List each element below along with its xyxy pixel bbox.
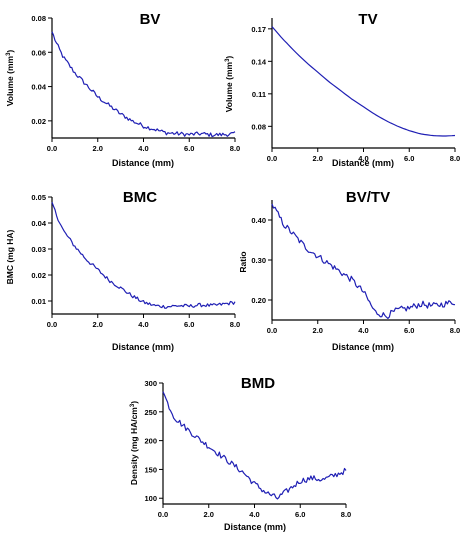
x-tick-label: 2.0 [93,144,103,153]
x-tick-label: 6.0 [184,144,194,153]
y-axis-label: Ratio [238,251,248,272]
y-tick-label: 0.17 [251,25,266,34]
x-tick-label: 0.0 [267,326,277,335]
chart-title: BV/TV [346,189,390,206]
x-axis-label: Distance (mm) [332,158,394,168]
x-tick-label: 0.0 [267,154,277,163]
y-tick-label: 100 [144,494,157,503]
series-line [271,26,456,137]
y-tick-label: 300 [144,379,157,388]
y-tick-label: 0.08 [251,122,266,131]
x-tick-label: 8.0 [341,510,351,519]
x-tick-label: 4.0 [138,320,148,329]
y-tick-label: 0.08 [31,14,46,23]
y-axis-label: Volume (mm3) [5,50,15,107]
y-axis-label: Density (mg HA/cm3) [129,401,139,485]
panel-tv: TV Distance (mm) Volume (mm3) 0.0 2.0 4.0 6… [224,11,460,168]
x-tick-label: 6.0 [184,320,194,329]
x-tick-label: 6.0 [404,154,414,163]
panel-bmd: BMD Distance (mm) Density (mg HA/cm3) 0.… [129,375,351,532]
x-tick-label: 2.0 [313,326,323,335]
y-tick-label: 0.30 [251,256,266,265]
x-tick-label: 4.0 [358,154,368,163]
series-line [51,201,236,309]
chart-title: BV [140,11,161,28]
x-tick-label: 8.0 [230,144,240,153]
y-tick-label: 0.02 [31,271,46,280]
x-tick-label: 4.0 [358,326,368,335]
x-tick-label: 0.0 [47,320,57,329]
y-axis-label: BMC (mg HA) [5,229,15,284]
series-line [51,31,236,138]
chart-title: TV [358,11,377,28]
x-axis-label: Distance (mm) [332,342,394,352]
y-tick-label: 0.20 [251,296,266,305]
chart-title: BMD [241,375,275,392]
y-tick-label: 250 [144,408,157,417]
x-tick-label: 8.0 [230,320,240,329]
x-tick-label: 2.0 [313,154,323,163]
x-tick-label: 8.0 [450,326,460,335]
x-axis-label: Distance (mm) [112,342,174,352]
y-tick-label: 0.06 [31,48,46,57]
series-line [162,391,347,500]
y-tick-label: 0.04 [31,219,46,228]
y-tick-label: 200 [144,437,157,446]
y-tick-label: 0.05 [31,193,46,202]
series-line [271,203,456,319]
panel-bv: BV Distance (mm) Volume (mm3) 0.0 2.0 4.0 6… [5,11,240,168]
y-tick-label: 0.04 [31,83,46,92]
x-tick-label: 4.0 [249,510,259,519]
panel-bmc: BMC Distance (mm) BMC (mg HA) 0.0 2.0 4.0 6… [5,189,240,352]
y-tick-label: 0.02 [31,117,46,126]
x-axis-label: Distance (mm) [224,522,286,532]
y-axis-label: Volume (mm3) [224,56,234,113]
x-tick-label: 6.0 [295,510,305,519]
x-tick-label: 2.0 [93,320,103,329]
x-axis-label: Distance (mm) [112,158,174,168]
x-tick-label: 2.0 [204,510,214,519]
x-tick-label: 4.0 [138,144,148,153]
y-tick-label: 0.03 [31,245,46,254]
y-tick-label: 0.40 [251,216,266,225]
x-tick-label: 8.0 [450,154,460,163]
panel-bvtv: BV/TV Distance (mm) Ratio 0.0 2.0 4.0 6.0 8.… [238,189,460,352]
x-tick-label: 0.0 [158,510,168,519]
chart-title: BMC [123,189,157,206]
y-tick-label: 150 [144,465,157,474]
y-tick-label: 0.01 [31,297,46,306]
x-tick-label: 0.0 [47,144,57,153]
y-tick-label: 0.14 [251,57,266,66]
x-tick-label: 6.0 [404,326,414,335]
y-tick-label: 0.11 [252,90,266,99]
